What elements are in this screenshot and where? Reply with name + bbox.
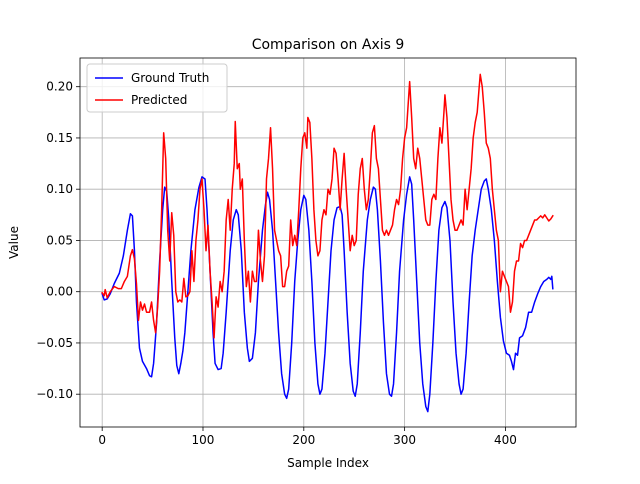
legend-label-predicted: Predicted [131, 93, 187, 107]
legend: Ground Truth Predicted [86, 63, 228, 113]
y-tick-label: 0.10 [46, 182, 73, 196]
y-tick-label: 0.15 [46, 131, 73, 145]
legend-label-ground-truth: Ground Truth [131, 71, 209, 85]
x-tick-label: 300 [393, 433, 416, 447]
series-line-ground-truth [101, 176, 554, 413]
series-lines [101, 73, 554, 413]
y-tick-label: −0.10 [36, 387, 73, 401]
y-tick-label: 0.00 [46, 285, 73, 299]
plot-frame [79, 57, 577, 428]
y-axis-title: Value [7, 226, 21, 259]
x-tick-label: 400 [494, 433, 517, 447]
x-tick-label: 0 [98, 433, 106, 447]
x-tick-label: 200 [292, 433, 315, 447]
x-tick-label: 100 [192, 433, 215, 447]
series-line-predicted [101, 73, 554, 339]
y-tick-label: 0.05 [46, 233, 73, 247]
x-axis-title: Sample Index [287, 456, 369, 470]
y-tick-label: 0.20 [46, 80, 73, 94]
axis-ticks: 0 100 200 300 400 −0.10 −0.05 0.00 0.05 0.10 0.15 0… [36, 80, 517, 447]
y-tick-label: −0.05 [36, 336, 73, 350]
chart-title: Comparison on Axis 9 [252, 37, 405, 53]
